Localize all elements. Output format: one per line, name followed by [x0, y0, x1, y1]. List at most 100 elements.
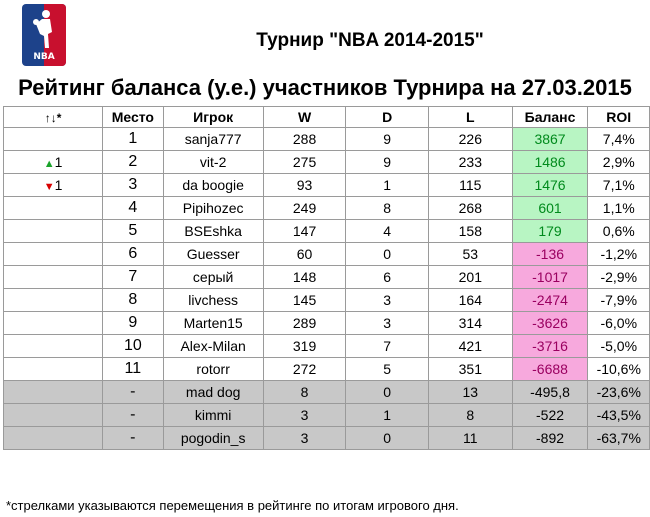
cell-place: 7	[102, 265, 164, 289]
cell-d: 0	[345, 242, 430, 266]
cell-balance: 601	[511, 196, 589, 220]
cell-balance: -892	[511, 426, 589, 450]
cell-d: 4	[345, 219, 430, 243]
cell-move	[2, 288, 104, 312]
cell-balance: -2474	[511, 288, 589, 312]
cell-balance: -6688	[511, 357, 589, 381]
cell-roi: 0,6%	[587, 219, 650, 243]
cell-roi: -10,6%	[587, 357, 650, 381]
arrow-up-icon: ▲	[43, 158, 55, 170]
cell-w: 60	[262, 242, 347, 266]
cell-roi: -23,6%	[587, 380, 650, 404]
logo-text: NBA	[33, 52, 55, 62]
table-row: 11 rotorr 272 5 351 -6688 -10,6%	[2, 357, 650, 381]
cell-l: 8	[428, 403, 513, 427]
cell-l: 11	[428, 426, 513, 450]
cell-player: da boogie	[162, 173, 264, 197]
cell-d: 5	[345, 357, 430, 381]
cell-l: 53	[428, 242, 513, 266]
table-row: 4 Pipihozec 249 8 268 601 1,1%	[2, 196, 650, 220]
cell-move	[2, 380, 104, 404]
header-balance: Баланс	[511, 106, 589, 128]
cell-place: 3	[102, 173, 164, 197]
nba-logo-icon: NBA	[22, 4, 66, 66]
cell-l: 314	[428, 311, 513, 335]
move-count: 1	[54, 154, 63, 170]
cell-player: livchess	[162, 288, 264, 312]
cell-move	[2, 242, 104, 266]
cell-l: 421	[428, 334, 513, 358]
cell-player: mad dog	[162, 380, 264, 404]
cell-l: 233	[428, 150, 513, 174]
cell-l: 351	[428, 357, 513, 381]
header-d: D	[345, 106, 430, 128]
table-row: ▲1 2 vit-2 275 9 233 1486 2,9%	[2, 150, 650, 174]
cell-l: 268	[428, 196, 513, 220]
header-move: ↑↓*	[2, 106, 104, 128]
cell-roi: -5,0%	[587, 334, 650, 358]
cell-balance: 1486	[511, 150, 589, 174]
cell-player: Marten15	[162, 311, 264, 335]
cell-place: 6	[102, 242, 164, 266]
cell-l: 13	[428, 380, 513, 404]
cell-roi: 7,1%	[587, 173, 650, 197]
cell-place: 11	[102, 357, 164, 381]
cell-place: 8	[102, 288, 164, 312]
rating-table: ↑↓* Место Игрок W D L Баланс ROI 1 sanja7…	[2, 106, 650, 450]
cell-place: 9	[102, 311, 164, 335]
page-subtitle: Рейтинг баланса (у.е.) участников Турнир…	[18, 75, 632, 100]
cell-player: kimmi	[162, 403, 264, 427]
cell-player: rotorr	[162, 357, 264, 381]
cell-w: 3	[262, 426, 347, 450]
cell-w: 148	[262, 265, 347, 289]
cell-balance: -3716	[511, 334, 589, 358]
cell-player: pogodin_s	[162, 426, 264, 450]
cell-move	[2, 426, 104, 450]
cell-w: 288	[262, 127, 347, 151]
cell-place: 5	[102, 219, 164, 243]
table-row: - kimmi 3 1 8 -522 -43,5%	[2, 403, 650, 427]
cell-roi: -2,9%	[587, 265, 650, 289]
cell-move	[2, 311, 104, 335]
table-row: ▼1 3 da boogie 93 1 115 1476 7,1%	[2, 173, 650, 197]
cell-move: ▲1	[2, 150, 104, 174]
cell-w: 93	[262, 173, 347, 197]
cell-d: 0	[345, 380, 430, 404]
table-row: 10 Alex-Milan 319 7 421 -3716 -5,0%	[2, 334, 650, 358]
cell-balance: 3867	[511, 127, 589, 151]
cell-w: 272	[262, 357, 347, 381]
cell-w: 3	[262, 403, 347, 427]
table-row: 6 Guesser 60 0 53 -136 -1,2%	[2, 242, 650, 266]
header-roi: ROI	[587, 106, 650, 128]
table-header-row: ↑↓* Место Игрок W D L Баланс ROI	[2, 106, 650, 128]
cell-l: 158	[428, 219, 513, 243]
cell-player: Guesser	[162, 242, 264, 266]
cell-move	[2, 265, 104, 289]
cell-move: ▼1	[2, 173, 104, 197]
cell-l: 115	[428, 173, 513, 197]
cell-roi: -63,7%	[587, 426, 650, 450]
cell-w: 147	[262, 219, 347, 243]
cell-place: 10	[102, 334, 164, 358]
header: NBA Турнир "NBA 2014-2015"	[0, 0, 650, 71]
sort-arrows-icon: ↑↓*	[44, 111, 62, 125]
cell-d: 3	[345, 288, 430, 312]
header-place: Место	[102, 106, 164, 128]
cell-w: 275	[262, 150, 347, 174]
cell-d: 7	[345, 334, 430, 358]
cell-balance: 1476	[511, 173, 589, 197]
cell-move	[2, 127, 104, 151]
table-row: 5 BSEshka 147 4 158 179 0,6%	[2, 219, 650, 243]
cell-player: vit-2	[162, 150, 264, 174]
cell-roi: 2,9%	[587, 150, 650, 174]
cell-place: 4	[102, 196, 164, 220]
cell-d: 1	[345, 403, 430, 427]
cell-w: 8	[262, 380, 347, 404]
cell-w: 145	[262, 288, 347, 312]
cell-balance: -522	[511, 403, 589, 427]
cell-l: 164	[428, 288, 513, 312]
cell-move	[2, 219, 104, 243]
table-row: - pogodin_s 3 0 11 -892 -63,7%	[2, 426, 650, 450]
table-row: 8 livchess 145 3 164 -2474 -7,9%	[2, 288, 650, 312]
cell-place: -	[102, 403, 164, 427]
